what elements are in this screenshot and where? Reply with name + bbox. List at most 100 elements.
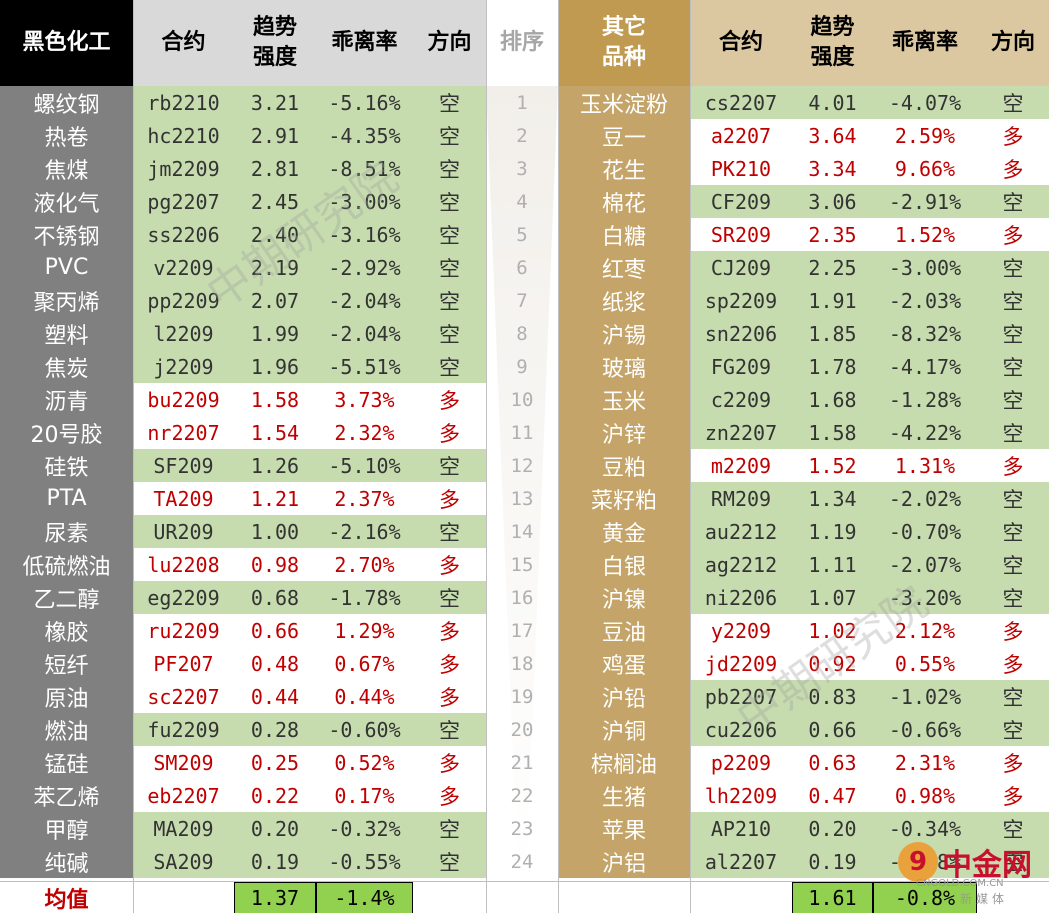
header-left-group: 黑色化工 — [0, 0, 133, 86]
logo-url: CNGOLD.COM.CN — [916, 878, 1004, 889]
direction: 空 — [413, 251, 486, 284]
trend-strength: 2.07 — [234, 284, 316, 317]
deviation-rate: -0.66% — [873, 713, 977, 746]
direction: 多 — [977, 614, 1049, 647]
deviation-rate: 2.37% — [316, 482, 413, 515]
trend-strength: 0.63 — [792, 746, 873, 779]
commodity-name: 沪镍 — [558, 581, 690, 614]
trend-strength: 0.68 — [234, 581, 316, 614]
commodity-name: 沪锌 — [558, 416, 690, 449]
commodity-name: 液化气 — [0, 185, 133, 218]
trend-strength: 0.66 — [792, 713, 873, 746]
rank-number: 18 — [510, 652, 534, 675]
contract-code: zn2207 — [690, 416, 792, 449]
commodity-name: 豆粕 — [558, 449, 690, 482]
commodity-name: 甲醇 — [0, 812, 133, 845]
trend-strength: 2.45 — [234, 185, 316, 218]
direction: 多 — [977, 218, 1049, 251]
contract-code: lh2209 — [690, 779, 792, 812]
rank-number: 7 — [516, 289, 528, 312]
table-row: 20号胶 nr2207 1.54 2.32% 多 11 沪锌 zn2207 1.58 -4.22%… — [0, 416, 1049, 449]
deviation-rate: -5.10% — [316, 449, 413, 482]
direction: 多 — [413, 383, 486, 416]
table-row: 焦炭 j2209 1.96 -5.51% 空 9 玻璃 FG209 1.78 -4.17% 空 — [0, 350, 1049, 383]
commodity-name: 玻璃 — [558, 350, 690, 383]
commodity-name: 苹果 — [558, 812, 690, 845]
commodity-name: 硅铁 — [0, 449, 133, 482]
contract-code: SA209 — [133, 845, 234, 878]
commodity-name: 乙二醇 — [0, 581, 133, 614]
contract-code: jd2209 — [690, 647, 792, 680]
contract-code: cu2206 — [690, 713, 792, 746]
commodity-name: 螺纹钢 — [0, 86, 133, 119]
contract-code: rb2210 — [133, 86, 234, 119]
deviation-rate: 0.44% — [316, 680, 413, 713]
trend-strength: 1.58 — [234, 383, 316, 416]
trend-strength: 1.02 — [792, 614, 873, 647]
header-deviation-right: 乖离率 — [873, 0, 977, 86]
table-row: 沥青 bu2209 1.58 3.73% 多 10 玉米 c2209 1.68 -1.28% 空 — [0, 383, 1049, 416]
direction: 空 — [413, 449, 486, 482]
direction: 多 — [977, 746, 1049, 779]
trend-strength: 1.91 — [792, 284, 873, 317]
direction: 空 — [977, 416, 1049, 449]
trend-strength: 0.19 — [234, 845, 316, 878]
trend-strength: 0.66 — [234, 614, 316, 647]
commodity-name: 白糖 — [558, 218, 690, 251]
deviation-rate: -1.28% — [873, 383, 977, 416]
commodity-name: 豆一 — [558, 119, 690, 152]
rank-number: 24 — [510, 850, 534, 873]
deviation-rate: 2.32% — [316, 416, 413, 449]
contract-code: ni2206 — [690, 581, 792, 614]
trend-strength: 3.34 — [792, 152, 873, 185]
direction: 空 — [413, 152, 486, 185]
table-row: PVC v2209 2.19 -2.92% 空 6 红枣 CJ209 2.25 -3.00% 空 — [0, 251, 1049, 284]
header-right-group: 其它 品种 — [558, 0, 690, 86]
table-row: 燃油 fu2209 0.28 -0.60% 空 20 沪铜 cu2206 0.66 -0.66% 空 — [0, 713, 1049, 746]
deviation-rate: -0.55% — [316, 845, 413, 878]
deviation-rate: -2.04% — [316, 284, 413, 317]
trend-strength: 1.78 — [792, 350, 873, 383]
table-row: 锰硅 SM209 0.25 0.52% 多 21 棕榈油 p2209 0.63 2.31% 多 — [0, 746, 1049, 779]
commodity-name: 生猪 — [558, 779, 690, 812]
average-row: 均值 1.37 -1.4% 1.61 -0.8% — [0, 881, 1049, 913]
direction: 多 — [413, 680, 486, 713]
table-row: 不锈钢 ss2206 2.40 -3.16% 空 5 白糖 SR209 2.35 1.52% 多 — [0, 218, 1049, 251]
rank-number: 14 — [510, 520, 534, 543]
table-row: 尿素 UR209 1.00 -2.16% 空 14 黄金 au2212 1.19 -0.70% 空 — [0, 515, 1049, 548]
direction: 多 — [977, 779, 1049, 812]
table-row: 低硫燃油 lu2208 0.98 2.70% 多 15 白银 ag2212 1.11 -2.07%… — [0, 548, 1049, 581]
trend-strength: 0.20 — [234, 812, 316, 845]
commodity-name: 沪锡 — [558, 317, 690, 350]
trend-strength: 0.98 — [234, 548, 316, 581]
direction: 多 — [413, 482, 486, 515]
commodity-name: 沪铜 — [558, 713, 690, 746]
direction: 空 — [977, 581, 1049, 614]
trend-strength: 0.20 — [792, 812, 873, 845]
trend-strength: 1.19 — [792, 515, 873, 548]
table-row: 螺纹钢 rb2210 3.21 -5.16% 空 1 玉米淀粉 cs2207 4.01 -4.07… — [0, 86, 1049, 119]
deviation-rate: -4.35% — [316, 119, 413, 152]
table-row: 苯乙烯 eb2207 0.22 0.17% 多 22 生猪 lh2209 0.47 0.98% 多 — [0, 779, 1049, 812]
direction: 空 — [977, 515, 1049, 548]
table-row: PTA TA209 1.21 2.37% 多 13 菜籽粕 RM209 1.34 -2.02% 空 — [0, 482, 1049, 515]
trend-strength: 2.25 — [792, 251, 873, 284]
contract-code: MA209 — [133, 812, 234, 845]
deviation-rate: 0.67% — [316, 647, 413, 680]
contract-code: hc2210 — [133, 119, 234, 152]
trend-strength: 2.81 — [234, 152, 316, 185]
deviation-rate: 0.17% — [316, 779, 413, 812]
rank-number: 17 — [510, 619, 534, 642]
deviation-rate: -8.32% — [873, 317, 977, 350]
commodity-name: 白银 — [558, 548, 690, 581]
trend-strength: 0.19 — [792, 845, 873, 878]
rank-column-background — [486, 86, 558, 881]
contract-code: ag2212 — [690, 548, 792, 581]
trend-strength: 3.64 — [792, 119, 873, 152]
commodity-name: 焦炭 — [0, 350, 133, 383]
deviation-rate: -0.32% — [316, 812, 413, 845]
commodity-name: 塑料 — [0, 317, 133, 350]
table-row: 甲醇 MA209 0.20 -0.32% 空 23 苹果 AP210 0.20 -0.34% 空 — [0, 812, 1049, 845]
